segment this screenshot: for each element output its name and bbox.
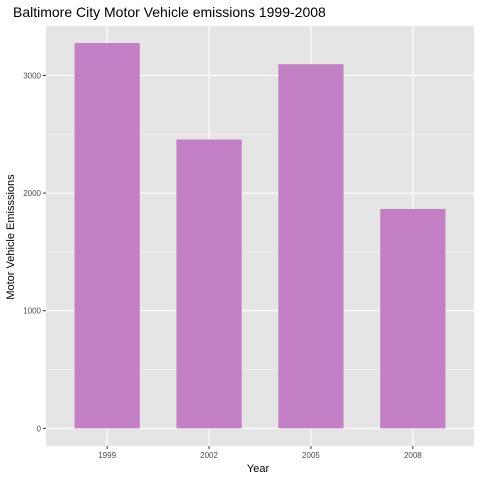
- bar-1999: [75, 43, 140, 428]
- y-axis-title: Motor Vehicle Emisssions: [5, 174, 17, 300]
- y-axis: 0 1000 2000 3000: [23, 71, 46, 433]
- y-tick-label: 3000: [23, 71, 41, 80]
- bar-2005: [278, 64, 343, 428]
- y-tick-label: 1000: [23, 307, 41, 316]
- y-tick-label: 0: [37, 424, 42, 433]
- x-tick-label: 2002: [200, 451, 218, 460]
- x-tick-label: 1999: [98, 451, 116, 460]
- chart-title: Baltimore City Motor Vehicle emissions 1…: [13, 4, 326, 20]
- x-axis: 1999 2002 2005 2008: [98, 446, 422, 460]
- bar-2002: [176, 140, 241, 429]
- y-tick-label: 2000: [23, 189, 41, 198]
- x-tick-label: 2008: [404, 451, 422, 460]
- x-axis-title: Year: [247, 463, 270, 475]
- bar-2008: [380, 209, 445, 428]
- x-tick-label: 2005: [302, 451, 320, 460]
